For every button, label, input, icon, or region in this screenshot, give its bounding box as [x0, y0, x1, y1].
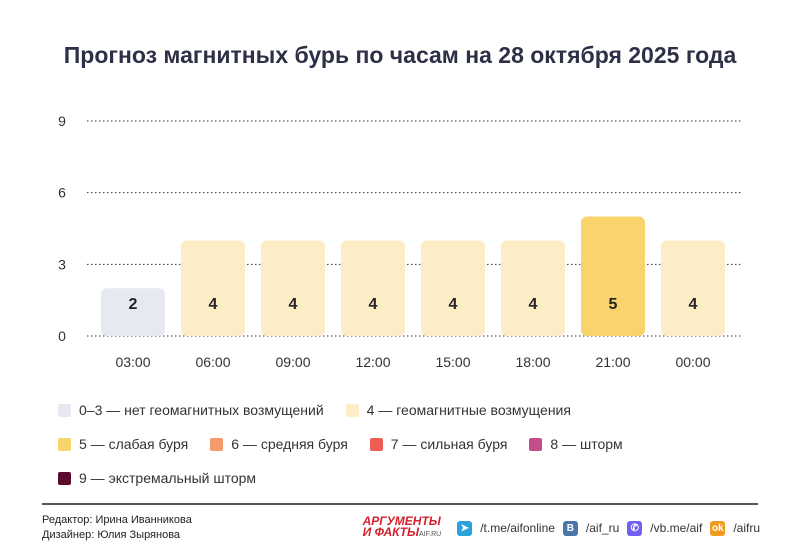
bar-value-label: 4: [529, 296, 538, 313]
bar-value-label: 4: [449, 296, 458, 313]
aif-logo[interactable]: АРГУМЕНТЫ И ФАКТЫAIF.RU: [362, 514, 442, 539]
vk-link[interactable]: /aif_ru: [585, 521, 620, 535]
bar: [341, 240, 405, 336]
vk-icon: B: [562, 520, 578, 536]
x-tick-label: 12:00: [355, 354, 390, 370]
x-tick-label: 03:00: [115, 354, 150, 370]
x-tick-label: 21:00: [595, 354, 630, 370]
legend-item: 4 — геомагнитные возмущения: [345, 402, 571, 418]
legend-swatch: [58, 437, 71, 451]
y-tick-label: 3: [58, 256, 66, 272]
legend-label: 7 — сильная буря: [390, 436, 508, 452]
x-tick-label: 00:00: [675, 354, 710, 370]
ok-link[interactable]: /aifru: [733, 521, 760, 535]
legend-swatch: [345, 403, 359, 417]
y-tick-label: 9: [58, 113, 66, 129]
legend-row-1: 0–3 — нет геомагнитных возмущений 4 — ге…: [58, 402, 571, 418]
social-links: АРГУМЕНТЫ И ФАКТЫAIF.RU ➤ /t.me/aifonline…: [362, 514, 760, 540]
legend-label: 8 — шторм: [550, 436, 623, 452]
credits: Редактор: Ирина Иванникова Дизайнер: Юли…: [42, 513, 192, 543]
y-tick-label: 0: [58, 328, 66, 344]
legend-label: 0–3 — нет геомагнитных возмущений: [79, 402, 324, 418]
bar: [101, 288, 165, 336]
bar-chart: 0 3 6 9 2 03:00 4 06:00 4 09:00 4 12:00 4 15:00 4 18:00…: [58, 113, 742, 370]
bar-value-label: 4: [209, 296, 218, 313]
legend-row-3: 9 — экстремальный шторм: [58, 470, 256, 486]
telegram-link[interactable]: /t.me/aifonline: [480, 521, 555, 535]
bar-value-label: 4: [369, 296, 378, 313]
bar: [501, 240, 565, 336]
legend-item: 0–3 — нет геомагнитных возмущений: [58, 402, 324, 418]
legend-swatch: [529, 437, 543, 451]
legend-label: 5 — слабая буря: [79, 436, 189, 452]
bar: [261, 240, 325, 336]
legend-row-2: 5 — слабая буря 6 — средняя буря 7 — сил…: [58, 436, 623, 452]
bar-value-label: 4: [689, 296, 698, 313]
legend-swatch: [58, 471, 71, 485]
y-tick-label: 6: [58, 185, 66, 201]
bar: [661, 240, 725, 336]
x-tick-label: 15:00: [435, 354, 470, 370]
legend-swatch: [369, 437, 383, 451]
chart-title: Прогноз магнитных бурь по часам на 28 ок…: [63, 42, 737, 68]
x-tick-label: 18:00: [515, 354, 550, 370]
footer-divider: [42, 503, 758, 505]
legend-label: 6 — средняя буря: [231, 436, 348, 452]
ok-icon: ok: [710, 520, 726, 536]
viber-link[interactable]: /vb.me/aif: [650, 521, 703, 535]
bar-value-label: 2: [129, 296, 138, 313]
bar: [421, 240, 485, 336]
legend-label: 9 — экстремальный шторм: [79, 470, 257, 486]
legend-label: 4 — геомагнитные возмущения: [366, 402, 571, 418]
editor-credit: Редактор: Ирина Иванникова: [42, 514, 192, 526]
x-tick-label: 06:00: [195, 354, 230, 370]
legend-swatch: [210, 437, 224, 451]
bar: [181, 240, 245, 336]
bar-value-label: 4: [289, 296, 298, 313]
legend-item: 5 — слабая буря: [58, 436, 188, 452]
telegram-icon: ➤: [457, 520, 473, 536]
legend-swatch: [58, 403, 71, 417]
bar: [581, 216, 645, 336]
viber-icon: ✆: [627, 520, 643, 536]
bar-value-label: 5: [609, 296, 618, 313]
legend-item: 8 — шторм: [529, 436, 623, 452]
legend-item: 7 — сильная буря: [369, 436, 508, 452]
x-tick-label: 09:00: [275, 354, 310, 370]
legend-item: 9 — экстремальный шторм: [58, 470, 256, 486]
legend-item: 6 — средняя буря: [210, 436, 348, 452]
designer-credit: Дизайнер: Юлия Зырянова: [42, 529, 181, 541]
